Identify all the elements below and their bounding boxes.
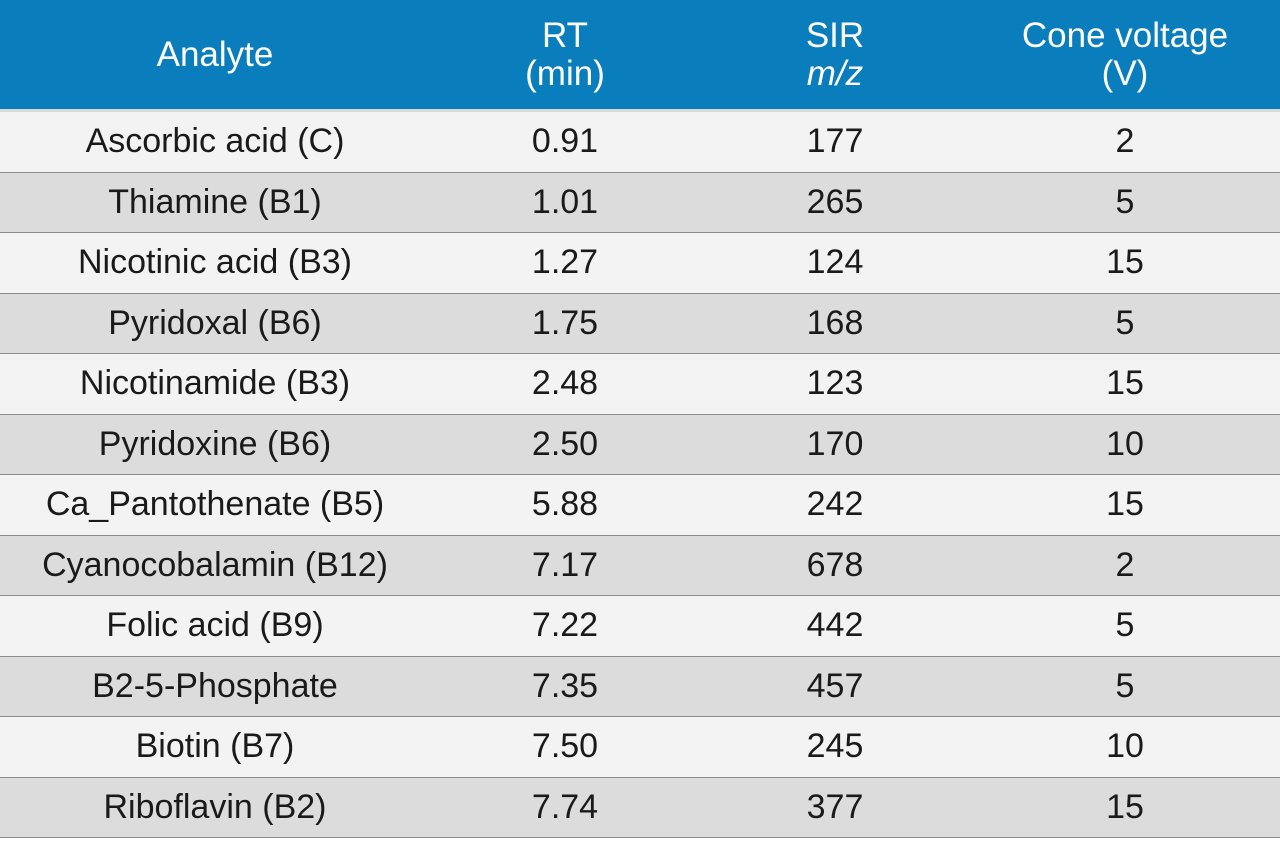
cell-rt: 7.17 [531, 545, 599, 584]
header-cone-unit: (V) [1101, 53, 1149, 93]
cell-cone-voltage: 15 [1106, 243, 1144, 282]
cell-sir: 457 [806, 666, 864, 705]
header-analyte: Analyte [0, 0, 430, 109]
cell-rt: 0.91 [531, 122, 599, 161]
cell-analyte: Thiamine (B1) [108, 182, 322, 221]
header-cone-label: Cone voltage [1021, 15, 1229, 55]
table-row: Ascorbic acid (C) 0.91 177 2 [0, 112, 1280, 173]
cell-rt: 1.01 [531, 182, 599, 221]
cell-analyte: Folic acid (B9) [106, 606, 324, 645]
cell-cone-voltage: 5 [1115, 303, 1135, 342]
header-sir: SIR m/z [700, 0, 970, 109]
table-row: B2-5-Phosphate 7.35 457 5 [0, 656, 1280, 717]
table-header: Analyte RT (min) SIR m/z Cone voltage (V… [0, 0, 1280, 112]
table-row: Nicotinamide (B3) 2.48 123 15 [0, 354, 1280, 415]
table-row: Nicotinic acid (B3) 1.27 124 15 [0, 233, 1280, 294]
cell-analyte: Nicotinamide (B3) [79, 364, 351, 403]
cell-rt: 2.50 [531, 424, 599, 463]
table-row: Riboflavin (B2) 7.74 377 15 [0, 777, 1280, 838]
cell-rt: 2.48 [531, 364, 599, 403]
cell-rt: 7.35 [531, 666, 599, 705]
header-rt-label: RT [541, 15, 589, 55]
table-row: Pyridoxal (B6) 1.75 168 5 [0, 293, 1280, 354]
table-body: Ascorbic acid (C) 0.91 177 2 Thiamine (B1) 1.… [0, 112, 1280, 838]
cell-sir: 678 [806, 545, 864, 584]
cell-cone-voltage: 10 [1106, 424, 1144, 463]
cell-rt: 1.27 [531, 243, 599, 282]
cell-cone-voltage: 15 [1106, 364, 1144, 403]
cell-sir: 265 [806, 182, 864, 221]
cell-rt: 1.75 [531, 303, 599, 342]
cell-sir: 442 [806, 606, 864, 645]
cell-rt: 7.22 [531, 606, 599, 645]
cell-cone-voltage: 5 [1115, 606, 1135, 645]
header-sir-unit: m/z [806, 53, 864, 93]
cell-rt: 7.50 [531, 727, 599, 766]
cell-analyte: Ascorbic acid (C) [85, 122, 345, 161]
table-row: Cyanocobalamin (B12) 7.17 678 2 [0, 535, 1280, 596]
cell-analyte: Riboflavin (B2) [103, 787, 327, 826]
cell-rt: 5.88 [531, 485, 599, 524]
cell-cone-voltage: 5 [1115, 182, 1135, 221]
cell-analyte: B2-5-Phosphate [92, 666, 338, 705]
cell-sir: 245 [806, 727, 864, 766]
table-row: Ca_Pantothenate (B5) 5.88 242 15 [0, 475, 1280, 536]
cell-sir: 123 [806, 364, 864, 403]
header-rt-unit: (min) [525, 53, 605, 93]
cell-cone-voltage: 5 [1115, 666, 1135, 705]
cell-sir: 177 [806, 122, 864, 161]
header-rt: RT (min) [430, 0, 700, 109]
table-row: Thiamine (B1) 1.01 265 5 [0, 172, 1280, 233]
table-row: Pyridoxine (B6) 2.50 170 10 [0, 414, 1280, 475]
cell-cone-voltage: 15 [1106, 787, 1144, 826]
table-row: Biotin (B7) 7.50 245 10 [0, 717, 1280, 778]
cell-analyte: Cyanocobalamin (B12) [42, 545, 388, 584]
header-sir-label: SIR [805, 15, 865, 55]
cell-sir: 377 [806, 787, 864, 826]
cell-cone-voltage: 2 [1115, 122, 1135, 161]
cell-cone-voltage: 2 [1115, 545, 1135, 584]
cell-cone-voltage: 10 [1106, 727, 1144, 766]
cell-analyte: Biotin (B7) [135, 727, 295, 766]
cell-sir: 168 [806, 303, 864, 342]
table-row: Folic acid (B9) 7.22 442 5 [0, 596, 1280, 657]
cell-rt: 7.74 [531, 787, 599, 826]
cell-sir: 124 [806, 243, 864, 282]
cell-analyte: Pyridoxine (B6) [98, 424, 332, 463]
cell-analyte: Pyridoxal (B6) [108, 303, 322, 342]
header-cone-voltage: Cone voltage (V) [970, 0, 1280, 109]
cell-analyte: Nicotinic acid (B3) [78, 243, 352, 282]
header-analyte-label: Analyte [156, 34, 274, 74]
cell-sir: 242 [806, 485, 864, 524]
cell-analyte: Ca_Pantothenate (B5) [45, 485, 385, 524]
cell-sir: 170 [806, 424, 864, 463]
cell-cone-voltage: 15 [1106, 485, 1144, 524]
